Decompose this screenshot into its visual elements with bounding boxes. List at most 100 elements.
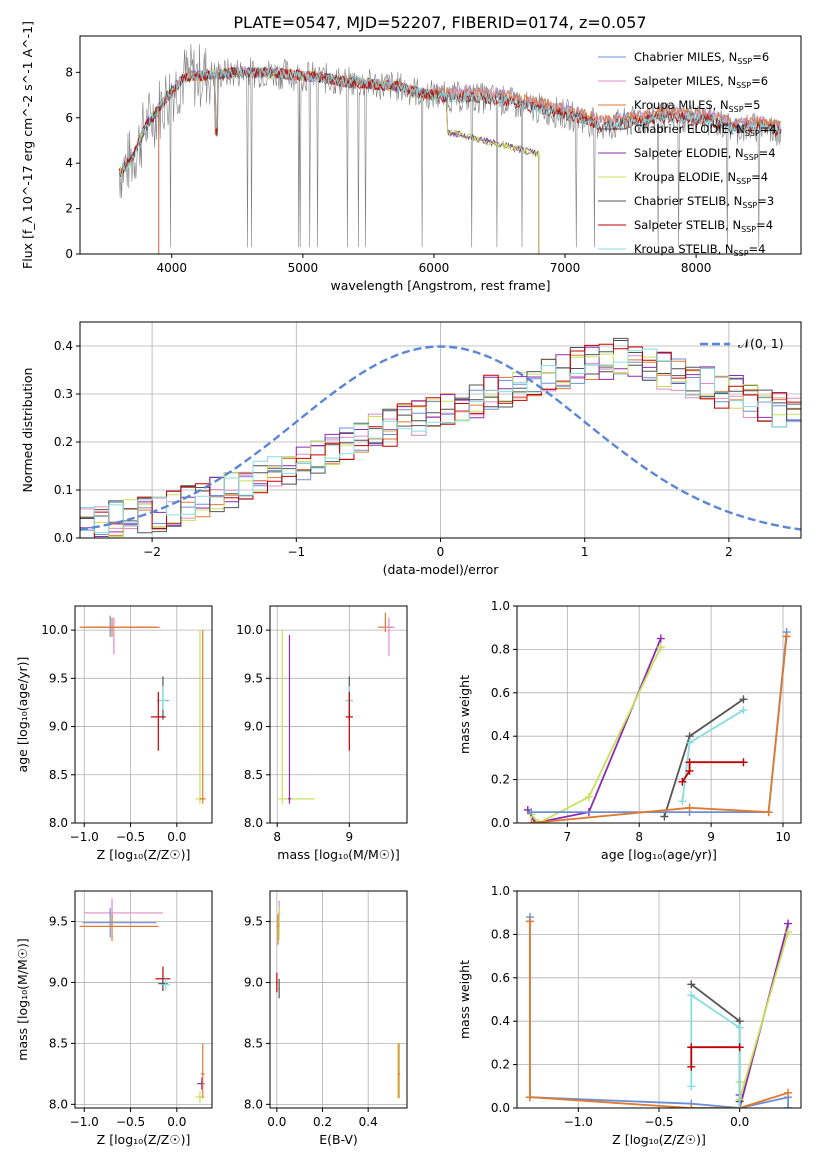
weight-marker (525, 1093, 534, 1102)
model-spectrum-line (118, 65, 782, 177)
x-axis-label: wavelength [Angstrom, rest frame] (330, 278, 550, 293)
plot-area (80, 337, 801, 538)
plot-area (276, 900, 401, 1099)
histogram-step-line (80, 352, 801, 538)
axes-frame (269, 605, 408, 824)
x-tick-label: −0.5 (116, 830, 145, 844)
weight-marker (678, 777, 687, 786)
weight-marker (735, 1023, 744, 1032)
x-axis-label: age [log₁₀(age/yr)] (601, 847, 717, 862)
y-tick-label: 0.3 (54, 387, 73, 401)
panel-mass_vs_Z: −1.0 −0.5 0.0 8.0 8.5 9.0 9.5 Z [log₁₀(Z/Z☉)] ma… (15, 890, 213, 1147)
y-tick-label: 9.5 (244, 671, 263, 685)
histogram-step-line (80, 337, 801, 534)
x-tick-label: 0 (437, 545, 445, 559)
weight-marker (784, 919, 793, 928)
figure-title: PLATE=0547, MJD=52207, FIBERID=0174, z=0… (233, 13, 646, 32)
legend-entry: Chabrier MILES, NSSP=6 (634, 50, 769, 66)
x-tick-label: 0.2 (313, 1115, 332, 1129)
y-tick-label: 0.8 (491, 642, 510, 656)
weight-marker (784, 1104, 793, 1108)
x-tick-label: 9 (707, 830, 715, 844)
y-axis-label: mass weight (457, 960, 472, 1039)
weight-line (527, 638, 662, 823)
x-tick-label: 6000 (419, 261, 450, 275)
x-tick-label: 9 (345, 830, 353, 844)
weight-marker (687, 980, 696, 989)
x-tick-label: 0.0 (730, 1115, 749, 1129)
y-tick-label: 0.1 (54, 483, 73, 497)
weight-marker (735, 1104, 744, 1108)
panel-weight_vs_age: 7 8 9 10 0.0 0.2 0.4 0.6 0.8 1.0 age [log₁₀(age/yr… (457, 599, 802, 862)
legend-entry: Salpeter MILES, NSSP=6 (634, 74, 768, 90)
weight-marker (764, 808, 773, 817)
y-tick-label: 9.0 (49, 720, 68, 734)
y-tick-label: 8.5 (244, 1036, 263, 1050)
legend-entry: Kroupa MILES, NSSP=5 (634, 98, 760, 114)
x-tick-label: −0.5 (116, 1115, 145, 1129)
plot-area (525, 913, 793, 1108)
y-tick-label: 9.0 (49, 975, 68, 989)
axes-frame (74, 605, 213, 824)
x-tick-label: −1.0 (564, 1115, 593, 1129)
weight-marker (784, 928, 793, 937)
panels: 4000 5000 6000 7000 8000 0 2 4 6 8 wavelength [Ang… (15, 21, 802, 1147)
weight-marker (584, 792, 593, 801)
y-tick-label: 0 (65, 247, 73, 261)
y-tick-label: 0.0 (491, 1101, 510, 1115)
y-tick-label: 0.2 (54, 435, 73, 449)
spectrum-legend: Chabrier MILES, NSSP=6 Salpeter MILES, NS… (598, 50, 777, 258)
weight-line (530, 646, 662, 823)
model-spectrum-line (158, 65, 781, 254)
x-tick-label: 1 (581, 545, 589, 559)
plot-area (523, 628, 791, 823)
weight-marker (687, 1082, 696, 1091)
y-tick-label: 1.0 (491, 599, 510, 613)
x-tick-label: 8000 (681, 261, 712, 275)
y-tick-label: 0.2 (491, 773, 510, 787)
legend-entry: Kroupa ELODIE, NSSP=4 (634, 170, 768, 186)
histogram-step-line (80, 352, 801, 535)
histogram-step-line (80, 355, 801, 529)
weight-line (681, 709, 744, 802)
x-tick-label: 7000 (550, 261, 581, 275)
weight-marker (687, 1062, 696, 1071)
x-axis-label: (data-model)/error (383, 562, 500, 577)
panel-spectrum: 4000 5000 6000 7000 8000 0 2 4 6 8 wavelength [Ang… (20, 21, 802, 293)
x-tick-label: −1.0 (70, 1115, 99, 1129)
weight-line (531, 631, 788, 813)
weight-marker (685, 738, 694, 747)
legend-entry: Salpeter STELIB, NSSP=4 (634, 218, 773, 234)
axes-frame (79, 35, 802, 255)
x-tick-label: −1 (287, 545, 305, 559)
weight-marker (685, 803, 694, 812)
weight-line (690, 1046, 740, 1067)
y-axis-label: mass weight (457, 675, 472, 754)
panel-age_vs_Z: −1.0 −0.5 0.0 8.0 8.5 9.0 9.5 10.0 Z [log₁₀(Z/Z☉… (15, 605, 213, 862)
x-tick-label: 0.4 (359, 1115, 378, 1129)
y-tick-label: 9.5 (49, 671, 68, 685)
axes-frame (516, 605, 802, 824)
weight-marker (739, 695, 748, 704)
y-axis-label: Flux [f_λ 10^-17 erg cm^-2 s^-1 A^-1] (20, 21, 35, 269)
weight-marker (687, 991, 696, 1000)
y-tick-label: 9.5 (244, 914, 263, 928)
plot-area (79, 898, 205, 1104)
plot-area (79, 615, 206, 804)
y-tick-label: 0.4 (491, 729, 510, 743)
weight-marker (656, 634, 665, 643)
weight-line (681, 761, 744, 783)
y-tick-label: 4 (65, 156, 73, 170)
weight-marker (534, 819, 543, 823)
y-tick-label: 9.5 (49, 914, 68, 928)
x-tick-label: 8 (273, 830, 281, 844)
weight-marker (527, 819, 536, 823)
y-tick-label: 0.6 (491, 971, 510, 985)
weight-line (738, 931, 789, 1100)
x-tick-label: −0.5 (644, 1115, 673, 1129)
histogram-step-line (80, 348, 801, 534)
weight-line (690, 983, 741, 1102)
y-tick-label: 9.0 (244, 975, 263, 989)
weight-marker (678, 797, 687, 806)
